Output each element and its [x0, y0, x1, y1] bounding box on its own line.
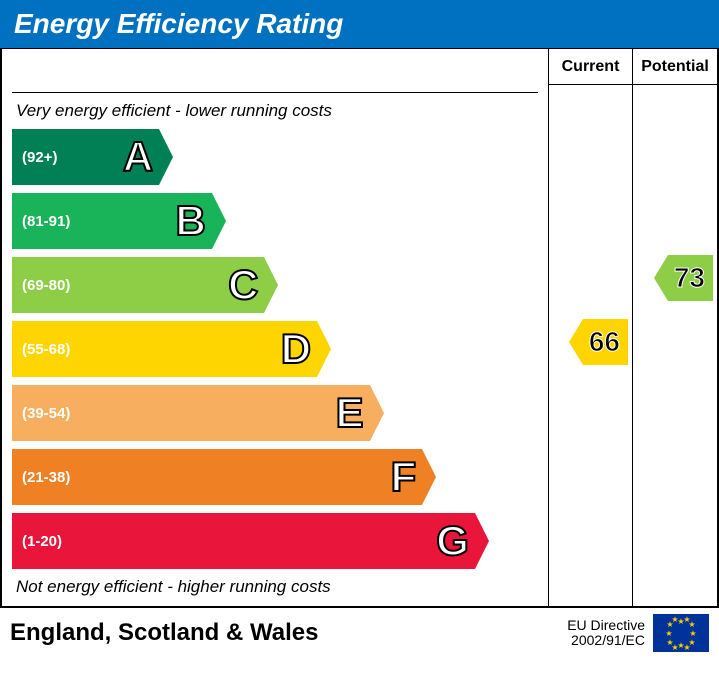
current-column: Current 66	[549, 49, 633, 606]
potential-header: Potential	[633, 49, 717, 85]
current-header: Current	[549, 49, 632, 85]
potential-area: 73	[633, 85, 717, 606]
caption-inefficient: Not energy efficient - higher running co…	[16, 577, 538, 597]
band-arrow-a	[159, 129, 173, 185]
band-arrow-f	[422, 449, 436, 505]
potential-column: Potential 73	[633, 49, 717, 606]
directive-line2: 2002/91/EC	[567, 633, 645, 648]
band-range-a: (92+)	[22, 149, 57, 166]
current-area: 66	[549, 85, 632, 606]
bands-column: Very energy efficient - lower running co…	[2, 49, 549, 606]
band-letter-a: A	[123, 133, 153, 181]
band-bar-d: (55-68) D	[12, 321, 317, 377]
band-bar-c: (69-80) C	[12, 257, 264, 313]
potential-pointer: 73	[654, 255, 713, 301]
band-row-a: (92+) A	[12, 129, 538, 185]
directive-line1: EU Directive	[567, 618, 645, 633]
band-row-d: (55-68) D	[12, 321, 538, 377]
band-range-f: (21-38)	[22, 469, 70, 486]
band-bar-b: (81-91) B	[12, 193, 212, 249]
band-letter-c: C	[228, 261, 258, 309]
band-row-f: (21-38) F	[12, 449, 538, 505]
chart-title: Energy Efficiency Rating	[0, 0, 719, 48]
band-bar-e: (39-54) E	[12, 385, 370, 441]
band-arrow-g	[475, 513, 489, 569]
band-bar-f: (21-38) F	[12, 449, 422, 505]
band-range-b: (81-91)	[22, 213, 70, 230]
eu-flag-icon	[653, 614, 709, 652]
bands-header-spacer	[12, 57, 538, 93]
epc-chart: Energy Efficiency Rating Very energy eff…	[0, 0, 719, 675]
band-row-c: (69-80) C	[12, 257, 538, 313]
potential-pointer-notch	[654, 255, 668, 301]
directive-block: EU Directive 2002/91/EC	[567, 614, 709, 652]
band-letter-g: G	[436, 517, 469, 565]
band-letter-e: E	[336, 389, 364, 437]
bands-area: Very energy efficient - lower running co…	[12, 93, 538, 598]
band-arrow-c	[264, 257, 278, 313]
region-label: England, Scotland & Wales	[10, 619, 318, 647]
footer: England, Scotland & Wales EU Directive 2…	[0, 608, 719, 658]
band-letter-b: B	[176, 197, 206, 245]
potential-value: 73	[668, 255, 713, 301]
band-row-g: (1-20) G	[12, 513, 538, 569]
caption-efficient: Very energy efficient - lower running co…	[16, 101, 538, 121]
band-letter-f: F	[391, 453, 417, 501]
band-letter-d: D	[281, 325, 311, 373]
band-arrow-e	[370, 385, 384, 441]
current-value: 66	[583, 319, 628, 365]
band-range-g: (1-20)	[22, 533, 62, 550]
band-row-e: (39-54) E	[12, 385, 538, 441]
band-range-c: (69-80)	[22, 277, 70, 294]
band-row-b: (81-91) B	[12, 193, 538, 249]
directive-text: EU Directive 2002/91/EC	[567, 618, 645, 649]
band-range-d: (55-68)	[22, 341, 70, 358]
band-arrow-b	[212, 193, 226, 249]
band-arrow-d	[317, 321, 331, 377]
current-pointer-notch	[569, 319, 583, 365]
band-bar-a: (92+) A	[12, 129, 159, 185]
current-pointer: 66	[569, 319, 628, 365]
band-range-e: (39-54)	[22, 405, 70, 422]
band-bar-g: (1-20) G	[12, 513, 475, 569]
chart-body: Very energy efficient - lower running co…	[0, 48, 719, 608]
bands-container: (92+) A (81-91) B (69-80) C (55-68) D (39-54) E (2…	[12, 129, 538, 569]
